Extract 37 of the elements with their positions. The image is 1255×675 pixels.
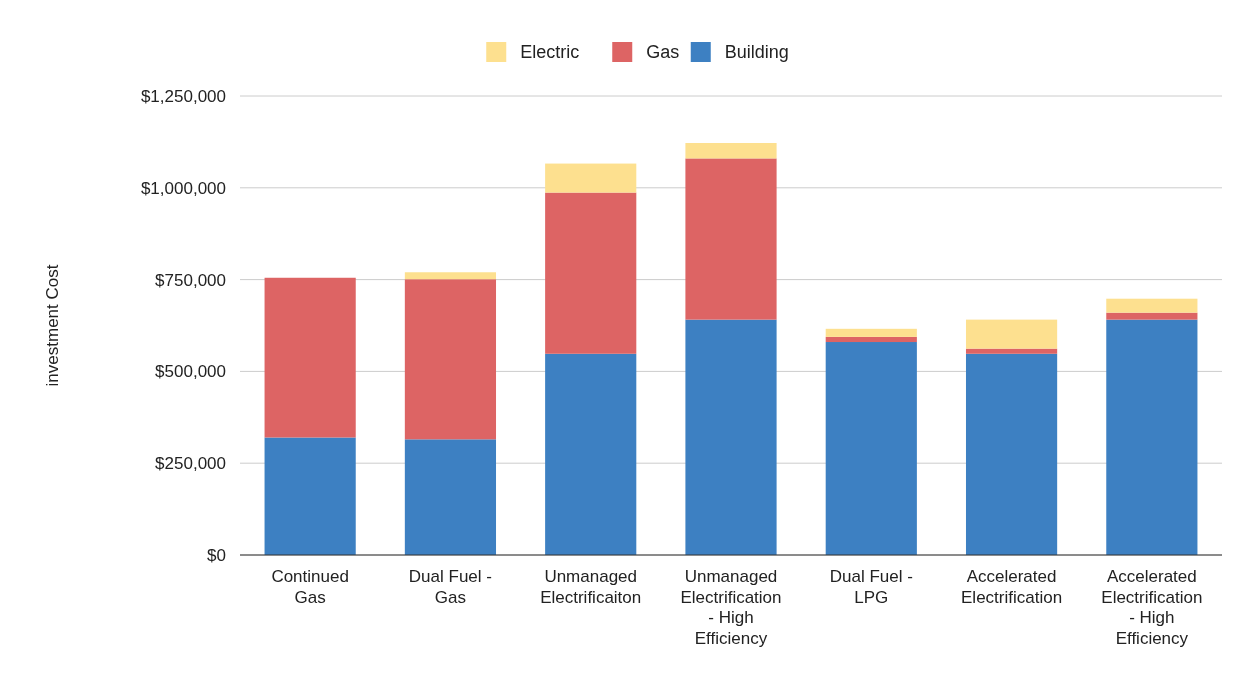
x-tick-label: Dual Fuel - LPG — [829, 567, 913, 607]
bar — [825, 342, 917, 555]
bar — [1106, 312, 1198, 320]
y-tick-label: $1,000,000 — [140, 178, 226, 198]
bar — [404, 272, 497, 280]
bar — [685, 319, 777, 555]
bar — [264, 277, 356, 438]
y-axis-title: investment Cost — [43, 264, 62, 387]
bar — [685, 143, 777, 159]
x-tick-label: Dual Fuel - Gas — [408, 567, 492, 607]
bar — [825, 328, 917, 337]
bar — [545, 192, 637, 354]
y-tick-label: $750,000 — [155, 270, 226, 290]
x-tick-label: Accelerated Electrification - High Efficiency — [1101, 567, 1203, 648]
bar — [404, 439, 497, 555]
y-tick-label: $1,250,000 — [140, 86, 226, 106]
bar — [685, 158, 777, 320]
bar — [825, 336, 917, 343]
y-tick-label: $250,000 — [155, 454, 226, 474]
legend-label: Building — [724, 42, 789, 63]
bar — [965, 348, 1058, 354]
x-tick-label: Continued Gas — [271, 567, 349, 607]
x-tick-label: Unmanaged Electrificaiton — [540, 567, 642, 607]
bar — [545, 163, 637, 193]
bar — [1106, 298, 1198, 313]
bar — [264, 437, 356, 555]
bar — [404, 279, 497, 440]
legend-label: Electric — [520, 42, 580, 63]
bar — [545, 353, 637, 555]
y-tick-label: $500,000 — [155, 362, 226, 382]
bar — [965, 319, 1058, 349]
x-tick-label: Unmanaged Electrification - High Efficiency — [680, 567, 782, 648]
bar — [965, 353, 1058, 555]
x-tick-label: Accelerated Electrification — [961, 567, 1063, 607]
legend-label: Gas — [646, 42, 680, 63]
y-tick-label: $0 — [207, 545, 226, 565]
bar — [1106, 319, 1198, 555]
